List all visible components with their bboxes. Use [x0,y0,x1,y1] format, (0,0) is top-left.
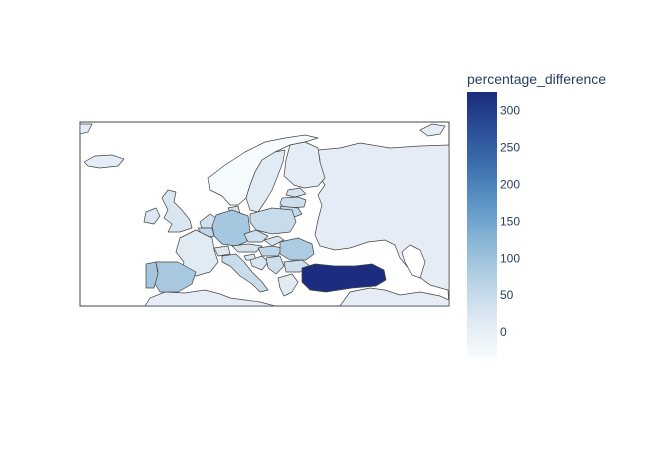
country-romania[interactable] [279,237,315,261]
country-portugal[interactable] [145,261,159,289]
colorbar-ticks: 0 50 100 150 200 250 300 [500,103,520,339]
country-croatia[interactable] [249,255,269,271]
colorbar-tick-label: 300 [500,103,520,117]
land-north-africa [144,289,276,306]
country-estonia[interactable] [285,187,307,198]
country-germany[interactable] [211,209,251,247]
country-uk[interactable] [161,189,193,233]
land-iceland [83,154,125,169]
country-czechia[interactable] [243,229,269,243]
colorbar-tick-label: 50 [500,288,514,302]
country-slovakia[interactable] [263,235,285,247]
country-sweden[interactable] [245,149,286,213]
country-latvia[interactable] [279,196,307,209]
country-turkey[interactable] [301,263,387,293]
country-italy[interactable] [221,253,269,293]
colorbar: percentage_difference 0 50 100 150 200 250 300 [467,71,606,358]
colorbar-tick-label: 0 [500,325,507,339]
country-ireland[interactable] [143,207,161,225]
country-finland[interactable] [283,141,326,189]
country-serbia[interactable] [265,255,285,275]
colorbar-tick-label: 250 [500,140,520,154]
land-caspian-edge [401,244,426,279]
land-middle-east [339,287,449,306]
country-austria[interactable] [231,243,263,253]
colorbar-gradient [467,92,497,358]
map-shapes [80,123,449,306]
country-switzerland[interactable] [213,245,231,257]
land-svalbard [80,123,93,135]
colorbar-tick-label: 200 [500,177,520,191]
land-novaya [419,123,446,137]
country-hungary[interactable] [257,245,283,257]
colorbar-title: percentage_difference [467,71,606,87]
country-poland[interactable] [249,207,297,235]
map-area[interactable] [79,121,450,307]
country-france[interactable] [175,229,219,277]
colorbar-tick-label: 100 [500,251,520,265]
colorbar-tick-label: 150 [500,214,520,228]
country-greece[interactable] [277,273,299,297]
